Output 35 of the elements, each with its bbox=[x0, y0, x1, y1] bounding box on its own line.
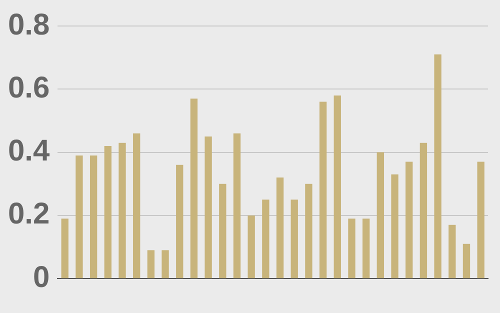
y-tick-label: 0.4 bbox=[8, 134, 50, 168]
y-tick-label: 0.2 bbox=[8, 198, 50, 231]
bar bbox=[262, 200, 270, 278]
bar bbox=[448, 224, 456, 278]
bar bbox=[248, 215, 255, 278]
bar bbox=[133, 133, 140, 278]
bar bbox=[290, 200, 298, 278]
bar bbox=[348, 218, 356, 278]
y-tick-label: 0.8 bbox=[8, 8, 50, 42]
bar bbox=[204, 136, 212, 278]
bar bbox=[90, 155, 98, 278]
bar bbox=[305, 184, 312, 278]
y-tick-label: 0 bbox=[33, 260, 50, 294]
bar bbox=[162, 250, 169, 278]
bar bbox=[233, 133, 241, 278]
bar bbox=[477, 162, 484, 278]
bar bbox=[334, 95, 341, 278]
bar bbox=[219, 184, 226, 278]
bar bbox=[362, 218, 370, 278]
bar bbox=[434, 54, 442, 278]
bar bbox=[147, 250, 155, 278]
bar bbox=[76, 155, 83, 278]
bar bbox=[462, 244, 470, 278]
bar bbox=[376, 152, 384, 278]
bar bbox=[276, 178, 284, 278]
bar bbox=[61, 218, 68, 278]
bar bbox=[391, 174, 398, 278]
bar bbox=[420, 142, 428, 278]
bar bbox=[319, 102, 327, 278]
bar bbox=[118, 142, 126, 278]
bar bbox=[406, 162, 413, 278]
bar bbox=[104, 146, 112, 278]
bar bbox=[176, 164, 184, 278]
y-tick-label: 0.6 bbox=[8, 71, 50, 104]
bar bbox=[190, 98, 198, 278]
